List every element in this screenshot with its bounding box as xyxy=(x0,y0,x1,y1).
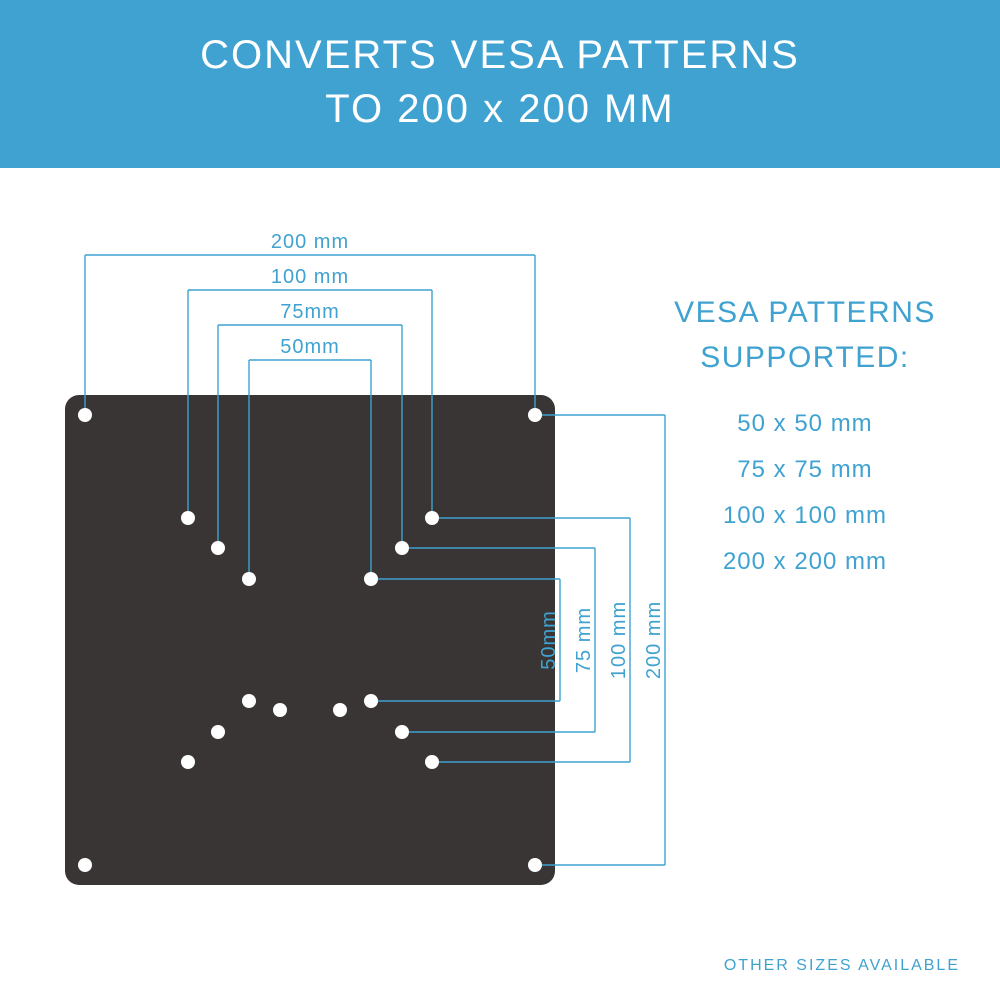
mounting-hole xyxy=(425,511,439,525)
footnote: OTHER SIZES AVAILABLE xyxy=(724,957,960,975)
info-panel: VESA PATTERNS SUPPORTED: 50 x 50 mm 75 x … xyxy=(660,290,950,594)
dimension-label: 200 mm xyxy=(643,601,666,679)
mounting-hole xyxy=(181,755,195,769)
mounting-hole xyxy=(364,694,378,708)
dimension-label: 200 mm xyxy=(271,231,349,254)
dimension-label: 50mm xyxy=(538,610,561,670)
mounting-hole xyxy=(181,511,195,525)
mounting-hole xyxy=(273,703,287,717)
header-line-1: CONVERTS VESA PATTERNS xyxy=(20,28,980,82)
mounting-hole xyxy=(242,572,256,586)
mounting-hole xyxy=(395,725,409,739)
dimension-label: 100 mm xyxy=(608,601,631,679)
mounting-hole xyxy=(528,858,542,872)
info-title: VESA PATTERNS SUPPORTED: xyxy=(660,290,950,380)
header-line-2: TO 200 x 200 MM xyxy=(20,82,980,136)
dimension-label: 100 mm xyxy=(271,266,349,289)
mounting-hole xyxy=(395,541,409,555)
info-list-item: 100 x 100 mm xyxy=(660,502,950,530)
info-list-item: 75 x 75 mm xyxy=(660,456,950,484)
mounting-hole xyxy=(528,408,542,422)
mounting-hole xyxy=(211,541,225,555)
mounting-hole xyxy=(211,725,225,739)
info-list-item: 50 x 50 mm xyxy=(660,410,950,438)
mounting-hole xyxy=(242,694,256,708)
mounting-hole xyxy=(78,858,92,872)
info-title-line-1: VESA PATTERNS xyxy=(660,290,950,335)
header-banner: CONVERTS VESA PATTERNS TO 200 x 200 MM xyxy=(0,0,1000,168)
info-title-line-2: SUPPORTED: xyxy=(660,335,950,380)
dimension-label: 75mm xyxy=(280,301,340,324)
mounting-hole xyxy=(364,572,378,586)
info-list-item: 200 x 200 mm xyxy=(660,548,950,576)
info-list: 50 x 50 mm 75 x 75 mm 100 x 100 mm 200 x 20… xyxy=(660,410,950,576)
dimension-label: 50mm xyxy=(280,336,340,359)
mounting-hole xyxy=(78,408,92,422)
vesa-plate xyxy=(65,395,555,885)
mounting-hole xyxy=(425,755,439,769)
mounting-hole xyxy=(333,703,347,717)
dimension-label: 75 mm xyxy=(573,607,596,673)
